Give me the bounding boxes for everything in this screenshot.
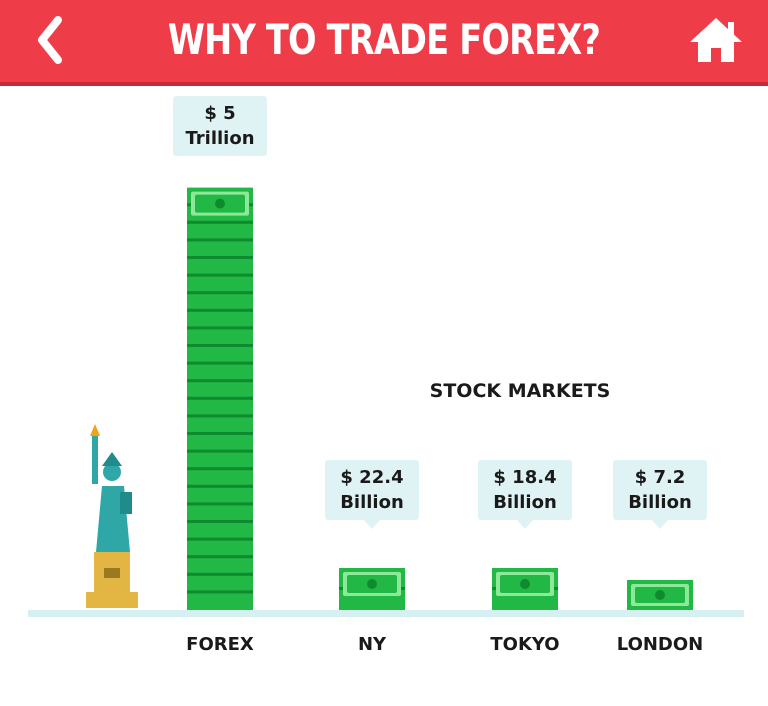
bill-stripe xyxy=(187,590,253,594)
statue-pedestal-base xyxy=(86,592,138,608)
category-label-ny: NY xyxy=(357,634,387,655)
stock-markets-label: STOCK MARKETS xyxy=(429,380,611,402)
baseline xyxy=(28,610,744,617)
data-label-london: $ 7.2 Billion xyxy=(613,460,707,529)
chevron-left-icon xyxy=(38,16,62,64)
statue-tablet xyxy=(120,492,132,514)
bill-coin xyxy=(520,579,530,589)
data-label-amount: $ 7.2 xyxy=(634,467,686,488)
data-label-amount: $ 5 xyxy=(204,103,236,124)
bill-stripe xyxy=(187,291,253,295)
bill-stripe xyxy=(187,361,253,365)
statue-head xyxy=(103,463,121,481)
bill-stripe xyxy=(187,432,253,435)
data-label-unit: Trillion xyxy=(185,128,255,149)
home-button[interactable] xyxy=(686,12,746,68)
home-icon xyxy=(690,18,742,62)
data-label-forex: $ 5 Trillion xyxy=(173,96,267,156)
page-title: WHY TO TRADE FOREX? xyxy=(167,15,601,64)
bill-stripe xyxy=(187,308,253,312)
data-label-ny: $ 22.4 Billion xyxy=(325,460,419,529)
bill-stripe xyxy=(187,572,253,576)
category-label-london: LONDON xyxy=(616,634,704,655)
bill-stripe xyxy=(187,537,253,541)
bill-stripe xyxy=(187,555,253,559)
bill-stripe xyxy=(187,396,253,400)
back-button[interactable] xyxy=(22,10,82,70)
bill-coin xyxy=(655,590,665,600)
data-label-unit: Billion xyxy=(493,492,557,513)
bill-stripe xyxy=(187,449,253,453)
data-label-unit: Billion xyxy=(628,492,692,513)
category-label-tokyo: TOKYO xyxy=(490,634,560,655)
data-label-amount: $ 22.4 xyxy=(340,467,404,488)
bill-stripe xyxy=(187,273,253,277)
bill-stripe xyxy=(187,326,253,330)
category-label-forex: FOREX xyxy=(186,634,254,655)
bill-stripe xyxy=(187,256,253,259)
app-header: WHY TO TRADE FOREX? xyxy=(0,0,768,86)
data-label-unit: Billion xyxy=(340,492,404,513)
bill-stripe xyxy=(187,220,253,224)
statue-crown xyxy=(102,452,122,466)
chart-svg xyxy=(28,187,744,617)
bill-stripe xyxy=(187,238,253,242)
bill-coin xyxy=(367,579,377,589)
bill-coin xyxy=(215,198,225,209)
bill-stripe xyxy=(187,414,253,418)
chart-area xyxy=(0,86,768,706)
bill-stripe xyxy=(187,379,253,383)
bill-stripe xyxy=(187,484,253,488)
statue-torch-flame xyxy=(90,424,100,436)
statue-pedestal-window xyxy=(104,568,120,578)
data-label-amount: $ 18.4 xyxy=(493,467,557,488)
bill-stripe xyxy=(187,344,253,347)
bill-stripe xyxy=(187,467,253,471)
bill-stripe xyxy=(187,520,253,523)
bill-stripe xyxy=(187,502,253,506)
data-label-tokyo: $ 18.4 Billion xyxy=(478,460,572,529)
statue-arm xyxy=(92,436,98,484)
